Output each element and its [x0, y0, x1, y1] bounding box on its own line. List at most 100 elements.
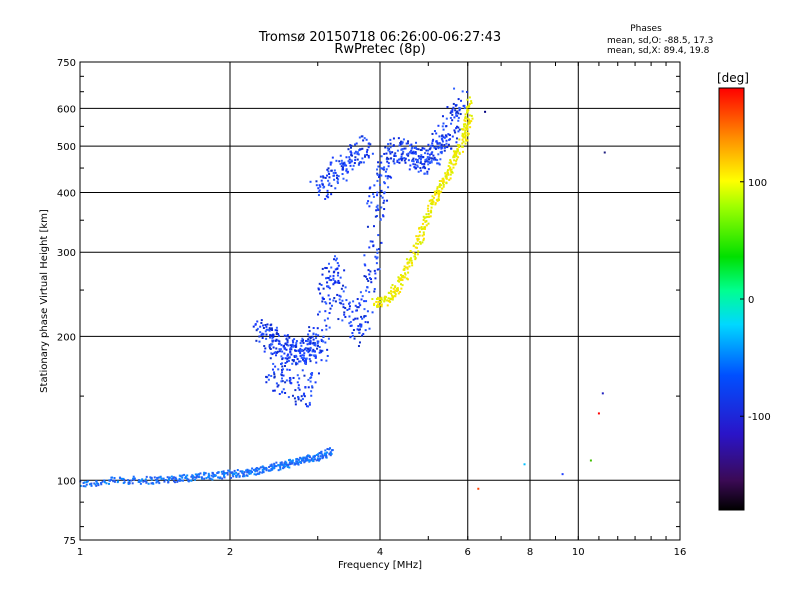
data-point — [440, 180, 443, 183]
data-point — [275, 354, 278, 357]
data-point — [181, 474, 184, 477]
data-point — [433, 130, 436, 133]
data-point — [186, 474, 189, 477]
data-point — [235, 475, 238, 478]
data-point — [453, 152, 456, 155]
data-point — [145, 475, 148, 478]
data-point — [348, 315, 351, 318]
data-point — [326, 447, 329, 450]
data-point — [453, 153, 456, 156]
data-point — [390, 176, 393, 179]
data-point — [189, 479, 192, 482]
data-point — [424, 160, 427, 163]
data-point — [413, 255, 416, 258]
data-point — [277, 368, 280, 371]
data-point — [286, 334, 289, 337]
data-point — [437, 197, 440, 200]
data-point — [380, 155, 383, 158]
data-point — [317, 334, 320, 337]
data-point — [197, 473, 200, 476]
data-point — [79, 484, 82, 487]
data-point — [438, 163, 441, 166]
data-point — [363, 137, 366, 140]
data-point — [436, 159, 439, 162]
data-point — [327, 337, 330, 340]
data-point — [422, 215, 425, 218]
data-point — [336, 174, 339, 177]
data-point — [194, 473, 197, 476]
data-point — [338, 294, 341, 297]
data-point — [292, 344, 295, 347]
data-point — [414, 151, 417, 154]
x-tick-label: 1 — [77, 547, 83, 558]
data-point — [293, 356, 296, 359]
data-point — [449, 138, 452, 141]
data-point — [252, 325, 255, 328]
data-point — [453, 87, 456, 90]
data-point — [348, 307, 351, 310]
data-point — [419, 160, 422, 163]
data-point — [281, 365, 284, 368]
data-point — [284, 391, 287, 394]
data-point — [422, 165, 425, 168]
data-point — [256, 472, 259, 475]
data-point — [446, 169, 449, 172]
data-point — [359, 325, 362, 328]
data-point — [429, 161, 432, 164]
data-point — [445, 173, 448, 176]
data-point — [328, 278, 331, 281]
data-point — [310, 458, 313, 461]
data-point — [286, 368, 289, 371]
data-point — [362, 139, 365, 142]
data-point — [233, 469, 236, 472]
data-point — [430, 209, 433, 212]
data-point — [334, 255, 337, 258]
data-point — [378, 183, 381, 186]
data-point — [292, 360, 295, 363]
data-point — [421, 163, 424, 166]
data-point — [288, 356, 291, 359]
data-point — [260, 321, 263, 324]
data-point — [424, 152, 427, 155]
data-point — [383, 299, 386, 302]
data-point — [414, 252, 417, 255]
data-point — [449, 166, 452, 169]
data-point — [290, 348, 293, 351]
data-point — [279, 463, 282, 466]
data-point — [298, 348, 301, 351]
data-point — [344, 286, 347, 289]
data-point — [393, 291, 396, 294]
data-point — [461, 132, 464, 135]
data-point — [427, 210, 430, 213]
data-point — [356, 306, 359, 309]
data-point — [400, 153, 403, 156]
data-point — [270, 352, 273, 355]
data-point — [453, 116, 456, 119]
data-point — [375, 262, 378, 265]
data-point — [319, 455, 322, 458]
data-point — [312, 354, 315, 357]
data-point — [389, 290, 392, 293]
data-point — [403, 265, 406, 268]
data-point — [354, 143, 357, 146]
data-point — [399, 141, 402, 144]
data-point — [401, 141, 404, 144]
data-point — [416, 238, 419, 241]
data-point — [371, 311, 374, 314]
data-point — [277, 339, 280, 342]
data-point — [414, 146, 417, 149]
data-point — [358, 328, 361, 331]
data-point — [333, 297, 336, 300]
data-point — [156, 477, 159, 480]
data-point — [343, 164, 346, 167]
data-point — [484, 110, 487, 113]
data-point — [431, 201, 434, 204]
data-point — [309, 180, 312, 183]
data-point — [295, 460, 298, 463]
data-point — [456, 114, 459, 117]
data-point — [291, 362, 294, 365]
data-point — [457, 119, 460, 122]
data-point — [376, 248, 379, 251]
data-point — [374, 215, 377, 218]
data-point — [288, 379, 291, 382]
